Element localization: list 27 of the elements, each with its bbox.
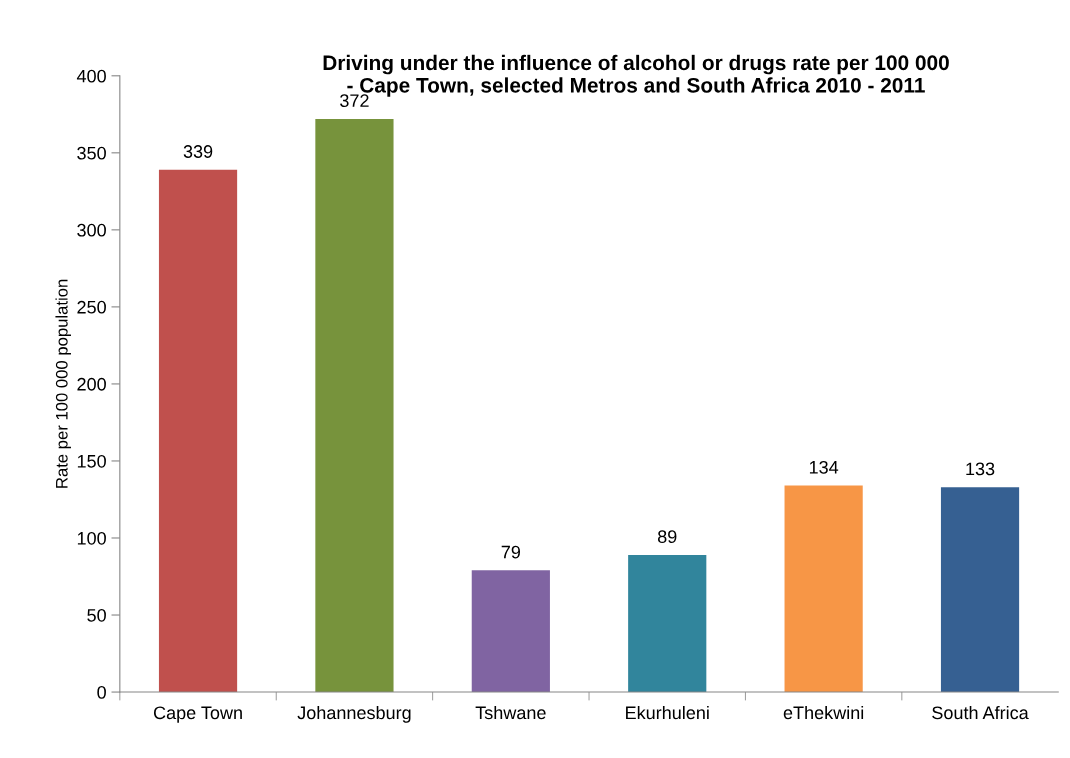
bar — [315, 118, 394, 693]
bar — [628, 554, 707, 693]
y-tick-label: 300 — [77, 223, 106, 237]
bar — [940, 487, 1020, 693]
x-tick-label: eThekwini — [783, 705, 864, 720]
y-tick-label: 0 — [97, 685, 106, 699]
x-tick-label: Johannesburg — [297, 705, 411, 723]
data-label: 133 — [966, 462, 995, 476]
data-label: 79 — [501, 545, 521, 559]
x-tick-label: Tshwane — [475, 705, 546, 720]
y-tick-label: 400 — [76, 69, 106, 83]
y-tick-label: 250 — [77, 300, 106, 314]
y-axis-title: Rate per 100 000 population — [55, 279, 71, 488]
bar — [158, 169, 238, 693]
y-tick-label: 350 — [77, 146, 106, 160]
y-tick-label: 200 — [77, 377, 106, 391]
y-tick-label: 150 — [77, 454, 106, 468]
x-tick-label: Ekurhuleni — [626, 705, 709, 720]
data-label: 134 — [809, 460, 839, 474]
bar — [784, 485, 863, 693]
y-tick-label: 100 — [77, 531, 106, 545]
y-tick-label: 50 — [87, 608, 106, 622]
data-label: 339 — [183, 145, 213, 158]
bar — [471, 570, 550, 693]
x-tick-label: Cape Town — [153, 706, 242, 723]
data-label: 89 — [657, 530, 677, 544]
x-tick-label: South Africa — [932, 705, 1029, 720]
